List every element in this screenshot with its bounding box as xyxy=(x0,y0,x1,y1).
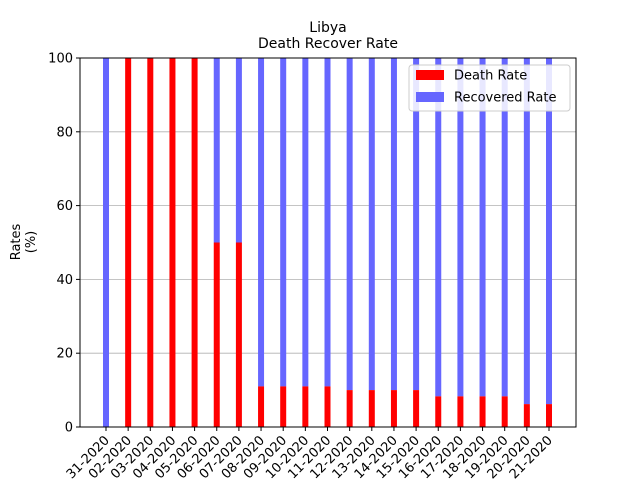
bar-death-rate xyxy=(523,404,530,427)
legend: Death Rate Recovered Rate xyxy=(408,64,571,112)
bar-recovered-rate xyxy=(546,58,552,405)
bar-recovered-rate xyxy=(413,58,420,391)
bar-death-rate xyxy=(435,396,442,427)
bar-death-rate xyxy=(368,390,375,427)
bar-recovered-rate xyxy=(213,58,220,243)
y-axis-ticks: 0 20 40 60 80 100 xyxy=(48,52,80,436)
legend-label: Recovered Rate xyxy=(454,91,557,106)
bar-death-rate xyxy=(235,242,242,427)
bar-death-rate xyxy=(413,390,420,427)
y-tick-label: 60 xyxy=(56,199,73,214)
bar-death-rate xyxy=(213,242,220,427)
legend-swatch xyxy=(416,70,444,80)
y-tick-label: 40 xyxy=(56,273,73,288)
bar-recovered-rate xyxy=(479,58,486,397)
bar-death-rate xyxy=(302,386,309,427)
bar-death-rate xyxy=(324,386,331,427)
bar-death-rate xyxy=(479,396,486,427)
bar-recovered-rate xyxy=(103,58,109,427)
bar-recovered-rate xyxy=(435,58,442,397)
y-tick-label: 100 xyxy=(48,52,73,67)
bar-death-rate xyxy=(258,386,265,427)
y-tick-label: 80 xyxy=(56,125,73,140)
bar-recovered-rate xyxy=(501,58,508,397)
bar-recovered-rate xyxy=(346,58,353,391)
chart-subtitle: Death Recover Rate xyxy=(258,36,398,52)
bar-death-rate xyxy=(147,58,154,427)
bar-death-rate xyxy=(501,396,508,427)
bars xyxy=(103,58,552,427)
bar-death-rate xyxy=(546,404,552,427)
bar-death-rate xyxy=(346,390,353,427)
bar-death-rate xyxy=(457,396,464,427)
y-axis-title: Rates(%) xyxy=(9,223,39,260)
bar-recovered-rate xyxy=(523,58,530,405)
legend-box xyxy=(408,64,571,112)
bar-recovered-rate xyxy=(368,58,375,391)
bar-recovered-rate xyxy=(235,58,242,243)
y-axis-label: Rates(%) xyxy=(9,223,39,260)
y-tick-label: 0 xyxy=(65,421,73,436)
bar-death-rate xyxy=(125,58,132,427)
bar-recovered-rate xyxy=(258,58,265,387)
legend-label: Death Rate xyxy=(454,69,527,84)
bar-death-rate xyxy=(280,386,287,427)
bar-recovered-rate xyxy=(390,58,397,391)
bar-death-rate xyxy=(191,58,198,427)
y-tick-label: 20 xyxy=(56,347,73,362)
bar-death-rate xyxy=(169,58,176,427)
bar-recovered-rate xyxy=(302,58,309,387)
bar-death-rate xyxy=(390,390,397,427)
x-axis-ticks: 31-202002-202003-202004-202005-202006-20… xyxy=(64,427,556,480)
bar-recovered-rate xyxy=(280,58,287,387)
chart-title: Libya xyxy=(309,20,346,36)
bar-recovered-rate xyxy=(324,58,331,387)
bar-recovered-rate xyxy=(457,58,464,397)
legend-swatch xyxy=(416,92,444,102)
